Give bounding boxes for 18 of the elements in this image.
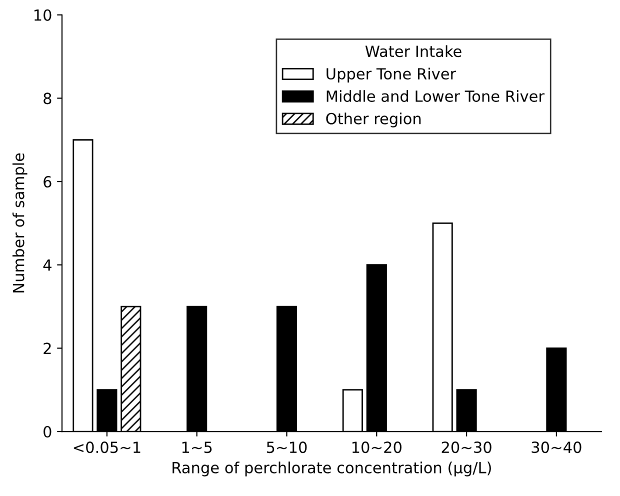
y-tick-label: 10: [34, 9, 52, 21]
legend-label: Middle and Lower Tone River: [326, 90, 544, 102]
y-tick-label: 6: [44, 176, 52, 188]
y-tick-label: 4: [43, 260, 52, 271]
x-axis-title: Range of perchlorate concentration (µg/L): [172, 462, 491, 476]
x-tick-label: 1∼5: [182, 442, 212, 454]
legend-label: Other region: [326, 112, 421, 128]
y-axis-title: Number of sample: [12, 153, 28, 292]
legend-label: Upper Tone River: [326, 68, 456, 83]
x-tick-label: 5∼10: [266, 442, 307, 454]
x-tick-label: <0.05∼1: [74, 442, 140, 454]
y-tick-label: 0: [44, 426, 52, 438]
y-tick-label: 8: [44, 92, 52, 104]
x-tick-label: 30∼40: [532, 442, 582, 454]
x-tick-label: 20∼30: [442, 442, 492, 454]
x-tick-label: 10∼20: [352, 442, 402, 454]
legend-title: Water Intake: [365, 45, 462, 58]
y-tick-label: 2: [44, 342, 51, 354]
